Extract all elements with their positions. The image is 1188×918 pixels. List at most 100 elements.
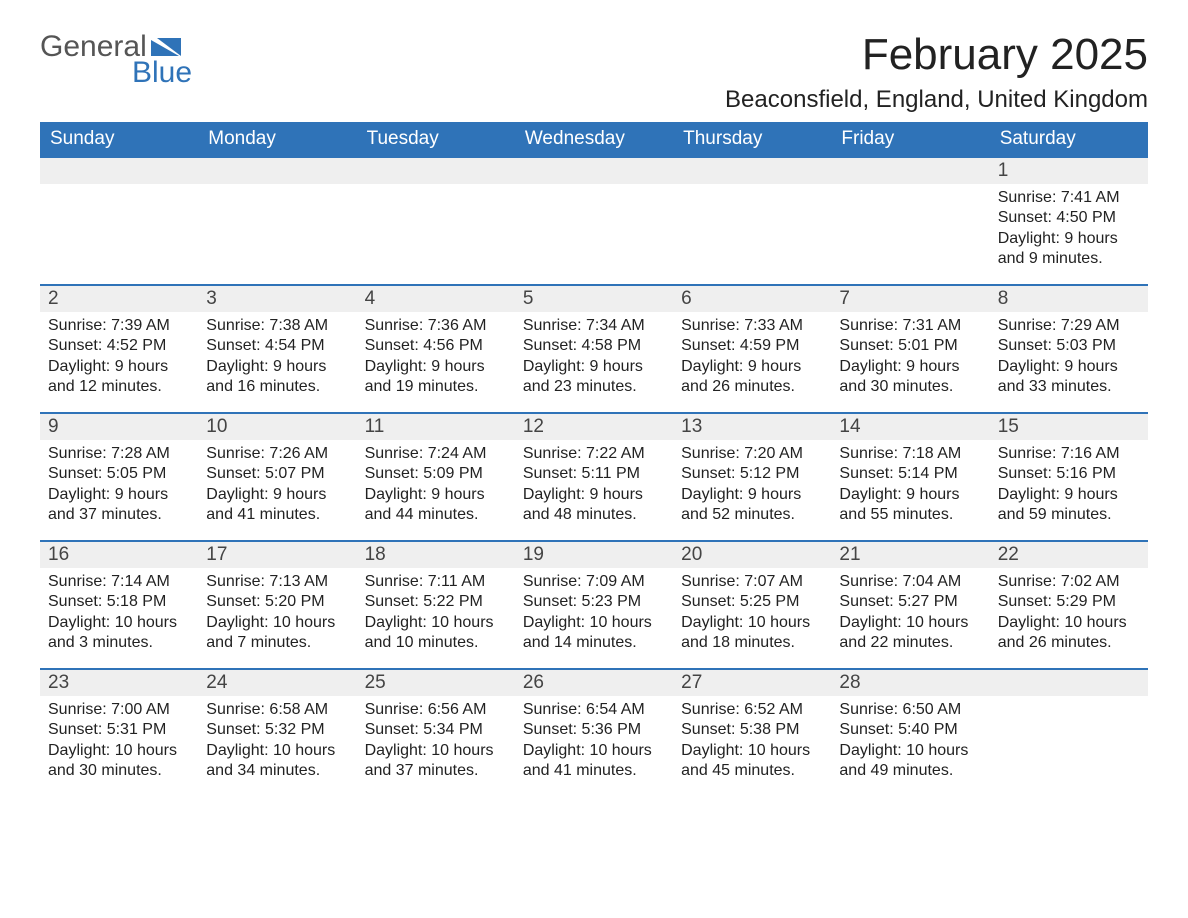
calendar-cell: 27Sunrise: 6:52 AMSunset: 5:38 PMDayligh… <box>673 668 831 796</box>
day-number: 22 <box>990 540 1148 568</box>
sunrise-text: Sunrise: 7:04 AM <box>839 572 981 592</box>
logo: General Blue <box>40 30 192 90</box>
day-content: Sunrise: 7:33 AMSunset: 4:59 PMDaylight:… <box>673 312 831 406</box>
logo-word-2: Blue <box>132 56 192 90</box>
daylight-text: Daylight: 10 hours and 41 minutes. <box>523 741 665 782</box>
daylight-text: Daylight: 10 hours and 10 minutes. <box>365 613 507 654</box>
sunrise-text: Sunrise: 7:13 AM <box>206 572 348 592</box>
sunrise-text: Sunrise: 7:22 AM <box>523 444 665 464</box>
daylight-text: Daylight: 9 hours and 41 minutes. <box>206 485 348 526</box>
sunrise-text: Sunrise: 7:33 AM <box>681 316 823 336</box>
sunrise-text: Sunrise: 6:58 AM <box>206 700 348 720</box>
day-content: Sunrise: 7:39 AMSunset: 4:52 PMDaylight:… <box>40 312 198 406</box>
day-content: Sunrise: 7:41 AMSunset: 4:50 PMDaylight:… <box>990 184 1148 278</box>
sunset-text: Sunset: 5:22 PM <box>365 592 507 612</box>
day-content: Sunrise: 7:14 AMSunset: 5:18 PMDaylight:… <box>40 568 198 662</box>
sunset-text: Sunset: 5:29 PM <box>998 592 1140 612</box>
day-number <box>198 156 356 184</box>
day-number: 18 <box>357 540 515 568</box>
sunset-text: Sunset: 5:38 PM <box>681 720 823 740</box>
calendar-cell: 15Sunrise: 7:16 AMSunset: 5:16 PMDayligh… <box>990 412 1148 540</box>
day-content: Sunrise: 6:56 AMSunset: 5:34 PMDaylight:… <box>357 696 515 790</box>
daylight-text: Daylight: 10 hours and 30 minutes. <box>48 741 190 782</box>
day-number: 23 <box>40 668 198 696</box>
day-number: 19 <box>515 540 673 568</box>
day-content <box>990 696 1148 708</box>
calendar-cell-empty <box>357 156 515 284</box>
day-content <box>515 184 673 196</box>
daylight-text: Daylight: 10 hours and 22 minutes. <box>839 613 981 654</box>
calendar-cell: 10Sunrise: 7:26 AMSunset: 5:07 PMDayligh… <box>198 412 356 540</box>
sunset-text: Sunset: 5:32 PM <box>206 720 348 740</box>
day-number: 10 <box>198 412 356 440</box>
calendar-cell: 21Sunrise: 7:04 AMSunset: 5:27 PMDayligh… <box>831 540 989 668</box>
calendar-week-row: 16Sunrise: 7:14 AMSunset: 5:18 PMDayligh… <box>40 540 1148 668</box>
sunset-text: Sunset: 5:25 PM <box>681 592 823 612</box>
sunset-text: Sunset: 4:56 PM <box>365 336 507 356</box>
sunset-text: Sunset: 5:14 PM <box>839 464 981 484</box>
day-number: 8 <box>990 284 1148 312</box>
day-content: Sunrise: 6:54 AMSunset: 5:36 PMDaylight:… <box>515 696 673 790</box>
day-number: 14 <box>831 412 989 440</box>
sunset-text: Sunset: 5:20 PM <box>206 592 348 612</box>
day-content: Sunrise: 7:31 AMSunset: 5:01 PMDaylight:… <box>831 312 989 406</box>
calendar-cell-empty <box>673 156 831 284</box>
calendar-week-row: 9Sunrise: 7:28 AMSunset: 5:05 PMDaylight… <box>40 412 1148 540</box>
calendar-cell: 26Sunrise: 6:54 AMSunset: 5:36 PMDayligh… <box>515 668 673 796</box>
sunrise-text: Sunrise: 7:20 AM <box>681 444 823 464</box>
sunset-text: Sunset: 4:50 PM <box>998 208 1140 228</box>
page-title: February 2025 <box>725 30 1148 80</box>
daylight-text: Daylight: 10 hours and 14 minutes. <box>523 613 665 654</box>
day-number: 3 <box>198 284 356 312</box>
weekday-header: Monday <box>198 122 356 156</box>
day-number <box>673 156 831 184</box>
sunrise-text: Sunrise: 7:11 AM <box>365 572 507 592</box>
calendar-cell: 14Sunrise: 7:18 AMSunset: 5:14 PMDayligh… <box>831 412 989 540</box>
location-text: Beaconsfield, England, United Kingdom <box>725 86 1148 114</box>
day-content <box>673 184 831 196</box>
sunset-text: Sunset: 5:05 PM <box>48 464 190 484</box>
calendar-cell: 13Sunrise: 7:20 AMSunset: 5:12 PMDayligh… <box>673 412 831 540</box>
day-number: 1 <box>990 156 1148 184</box>
day-content: Sunrise: 7:13 AMSunset: 5:20 PMDaylight:… <box>198 568 356 662</box>
day-content: Sunrise: 7:20 AMSunset: 5:12 PMDaylight:… <box>673 440 831 534</box>
calendar-cell: 11Sunrise: 7:24 AMSunset: 5:09 PMDayligh… <box>357 412 515 540</box>
sunset-text: Sunset: 5:27 PM <box>839 592 981 612</box>
day-number: 13 <box>673 412 831 440</box>
daylight-text: Daylight: 10 hours and 3 minutes. <box>48 613 190 654</box>
calendar-cell: 1Sunrise: 7:41 AMSunset: 4:50 PMDaylight… <box>990 156 1148 284</box>
daylight-text: Daylight: 10 hours and 34 minutes. <box>206 741 348 782</box>
sunrise-text: Sunrise: 7:29 AM <box>998 316 1140 336</box>
sunset-text: Sunset: 5:09 PM <box>365 464 507 484</box>
sunrise-text: Sunrise: 6:54 AM <box>523 700 665 720</box>
calendar-header-row: SundayMondayTuesdayWednesdayThursdayFrid… <box>40 122 1148 156</box>
sunrise-text: Sunrise: 6:52 AM <box>681 700 823 720</box>
calendar-cell: 3Sunrise: 7:38 AMSunset: 4:54 PMDaylight… <box>198 284 356 412</box>
day-content: Sunrise: 7:22 AMSunset: 5:11 PMDaylight:… <box>515 440 673 534</box>
day-content: Sunrise: 7:16 AMSunset: 5:16 PMDaylight:… <box>990 440 1148 534</box>
calendar-cell-empty <box>990 668 1148 796</box>
day-number: 5 <box>515 284 673 312</box>
logo-flag-icon <box>151 36 185 58</box>
daylight-text: Daylight: 9 hours and 59 minutes. <box>998 485 1140 526</box>
sunrise-text: Sunrise: 7:09 AM <box>523 572 665 592</box>
calendar-table: SundayMondayTuesdayWednesdayThursdayFrid… <box>40 122 1148 796</box>
daylight-text: Daylight: 9 hours and 37 minutes. <box>48 485 190 526</box>
sunset-text: Sunset: 4:54 PM <box>206 336 348 356</box>
day-number: 11 <box>357 412 515 440</box>
sunset-text: Sunset: 5:12 PM <box>681 464 823 484</box>
sunrise-text: Sunrise: 6:56 AM <box>365 700 507 720</box>
sunrise-text: Sunrise: 7:36 AM <box>365 316 507 336</box>
day-number: 26 <box>515 668 673 696</box>
day-content: Sunrise: 7:04 AMSunset: 5:27 PMDaylight:… <box>831 568 989 662</box>
day-number: 15 <box>990 412 1148 440</box>
daylight-text: Daylight: 9 hours and 30 minutes. <box>839 357 981 398</box>
day-content <box>357 184 515 196</box>
calendar-cell-empty <box>40 156 198 284</box>
day-number <box>40 156 198 184</box>
calendar-cell-empty <box>515 156 673 284</box>
sunrise-text: Sunrise: 7:14 AM <box>48 572 190 592</box>
calendar-cell-empty <box>831 156 989 284</box>
calendar-cell: 4Sunrise: 7:36 AMSunset: 4:56 PMDaylight… <box>357 284 515 412</box>
daylight-text: Daylight: 9 hours and 33 minutes. <box>998 357 1140 398</box>
